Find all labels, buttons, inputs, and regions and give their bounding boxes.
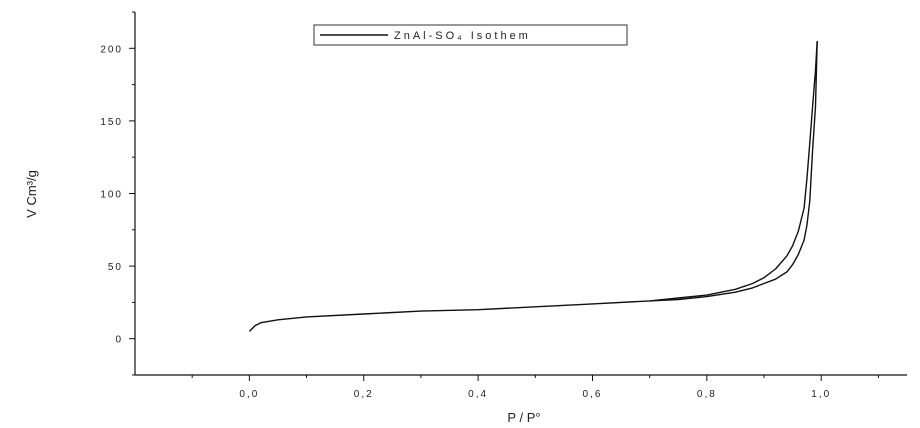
x-tick-label: 0,6: [583, 389, 603, 400]
desorption-line: [649, 40, 818, 302]
x-tick-label: 0,2: [354, 389, 374, 400]
y-tick-label: 100: [100, 190, 123, 201]
x-axis-ticks: 0,0 0,2 0,4 0,6 0,8 1,0: [191, 375, 879, 400]
y-tick-label: 50: [108, 262, 123, 273]
legend-box: [313, 24, 628, 46]
legend-label: ZnAl-SO₄ Isothem: [394, 30, 531, 42]
y-tick-label: 0: [115, 335, 123, 346]
y-axis-ticks: 0 50 100 150 200: [100, 11, 135, 376]
y-tick-label: 150: [100, 117, 123, 128]
x-tick-label: 0,8: [697, 389, 717, 400]
chart-series: [248, 40, 818, 332]
x-tick-label: 0,4: [468, 389, 488, 400]
y-axis-title: V Cm³/g: [24, 170, 39, 218]
x-tick-label: 0,0: [239, 389, 259, 400]
x-tick-label: 1,0: [811, 389, 831, 400]
x-axis-title: P / P°: [507, 410, 540, 425]
chart-axes: [134, 12, 907, 376]
legend: ZnAl-SO₄ Isothem: [313, 24, 628, 46]
y-tick-label: 200: [100, 44, 123, 55]
adsorption-line: [248, 40, 818, 332]
